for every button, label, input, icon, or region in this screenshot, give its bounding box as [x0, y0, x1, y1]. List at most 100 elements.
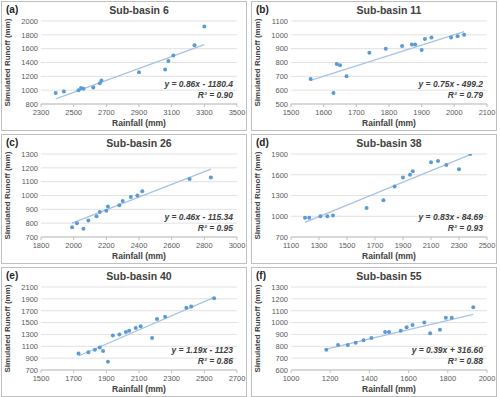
x-axis-label: Rainfall (mm) [362, 118, 416, 128]
x-axis-label: Rainfall (mm) [362, 251, 416, 261]
x-tick [106, 104, 107, 107]
chart-title: Sub-basin 26 [106, 137, 172, 149]
x-tick-label: 1900 [413, 108, 430, 117]
r-squared: R² = 0.79 [448, 90, 483, 100]
scatter-point [81, 87, 85, 91]
r-squared: R² = 0.95 [198, 223, 233, 233]
grid-line [291, 195, 487, 196]
x-tick-label: 1300 [311, 241, 328, 250]
scatter-point [423, 37, 427, 41]
y-axis-label: Simulated Runoff (mm) [253, 284, 262, 372]
x-tick-label: 3100 [163, 108, 180, 117]
scatter-point [400, 44, 404, 48]
x-tick [487, 104, 488, 107]
panel-label: (e) [6, 270, 18, 281]
x-tick-label: 1700 [367, 241, 384, 250]
r-squared: R² = 0.90 [198, 90, 233, 100]
figure: (a)Sub-basin 680010001200140016001800200… [0, 0, 500, 397]
grid-line [291, 48, 487, 49]
grid-line [41, 310, 237, 311]
x-tick-label: 1200 [322, 374, 339, 383]
grid-line [41, 209, 237, 210]
x-axis-label: Rainfall (mm) [112, 118, 166, 128]
y-tick-label: 1200 [271, 295, 288, 304]
scatter-point [318, 214, 322, 218]
grid-line [291, 174, 487, 175]
grid-line [291, 62, 487, 63]
x-tick [73, 104, 74, 107]
chart-title: Sub-basin 40 [106, 270, 172, 282]
x-tick [171, 237, 172, 240]
scatter-point [127, 329, 131, 333]
y-tick-label: 1000 [21, 191, 38, 200]
x-tick [454, 104, 455, 107]
x-tick-label: 2200 [98, 241, 115, 250]
panel-frame [252, 135, 497, 264]
x-tick-label: 1800 [33, 241, 50, 250]
y-axis-label: Simulated Runoff (mm) [3, 151, 12, 239]
x-tick-label: 1500 [283, 108, 300, 117]
scatter-point [93, 348, 97, 352]
y-tick-label: 2100 [21, 283, 38, 292]
x-tick-label: 1900 [395, 241, 412, 250]
x-tick [204, 237, 205, 240]
x-tick-label: 2000 [479, 374, 496, 383]
y-tick-label: 1800 [21, 31, 38, 40]
panel: (a)Sub-basin 680010001200140016001800200… [2, 2, 247, 131]
scatter-point [462, 33, 466, 37]
x-tick [330, 370, 331, 373]
scatter-point [117, 332, 121, 336]
y-tick-label: 1900 [21, 295, 38, 304]
scatter-point [449, 36, 453, 40]
x-tick-label: 1800 [381, 108, 398, 117]
x-tick-label: 2100 [479, 108, 496, 117]
trend-line [56, 45, 205, 99]
x-tick [375, 237, 376, 240]
x-tick-label: 2700 [98, 108, 115, 117]
scatter-point [408, 173, 412, 177]
x-tick-label: 2000 [65, 241, 82, 250]
x-tick [319, 237, 320, 240]
scatter-point [75, 221, 79, 225]
scatter-point [101, 349, 105, 353]
y-axis-label: Simulated Runoff (mm) [253, 18, 262, 106]
x-tick-label: 2000 [446, 108, 463, 117]
y-tick-label: 1600 [271, 171, 288, 180]
y-axis-label: Simulated Runoff (mm) [3, 18, 12, 106]
panel-label: (c) [6, 137, 18, 148]
y-tick-label: 1300 [271, 283, 288, 292]
x-tick [389, 104, 390, 107]
y-tick-label: 1000 [271, 212, 288, 221]
equation: y = 0.39x + 316.60 [411, 345, 484, 355]
x-tick-label: 1500 [339, 241, 356, 250]
panel-frame [252, 268, 497, 397]
y-tick-label: 1600 [21, 44, 38, 53]
x-tick-label: 1700 [348, 108, 365, 117]
grid-line [41, 21, 237, 22]
scatter-point [104, 209, 108, 213]
x-tick [41, 104, 42, 107]
y-tick-label: 1000 [271, 31, 288, 40]
scatter-point [331, 214, 335, 218]
scatter-point [135, 194, 139, 198]
panel: (e)Sub-basin 407009001100130015001700190… [2, 268, 247, 397]
y-tick-label: 1300 [21, 330, 38, 339]
x-tick-label: 2500 [65, 108, 82, 117]
y-axis-label: Simulated Runoff (mm) [253, 151, 262, 239]
x-tick-label: 2500 [479, 241, 496, 250]
scatter-point [111, 334, 115, 338]
scatter-point [98, 210, 102, 214]
grid-line [41, 154, 237, 155]
equation: y = 0.86x - 1180.4 [163, 79, 233, 89]
scatter-point [188, 177, 192, 181]
scatter-point [413, 43, 417, 47]
x-tick-label: 2500 [196, 374, 213, 383]
grid-line [291, 154, 487, 155]
scatter-point [338, 63, 342, 67]
scatter-point [309, 77, 313, 81]
x-tick-label: 2700 [229, 374, 246, 383]
x-tick-label: 2300 [33, 108, 50, 117]
x-tick-label: 1500 [33, 374, 50, 383]
grid-line [291, 310, 487, 311]
trend-line [311, 32, 465, 81]
